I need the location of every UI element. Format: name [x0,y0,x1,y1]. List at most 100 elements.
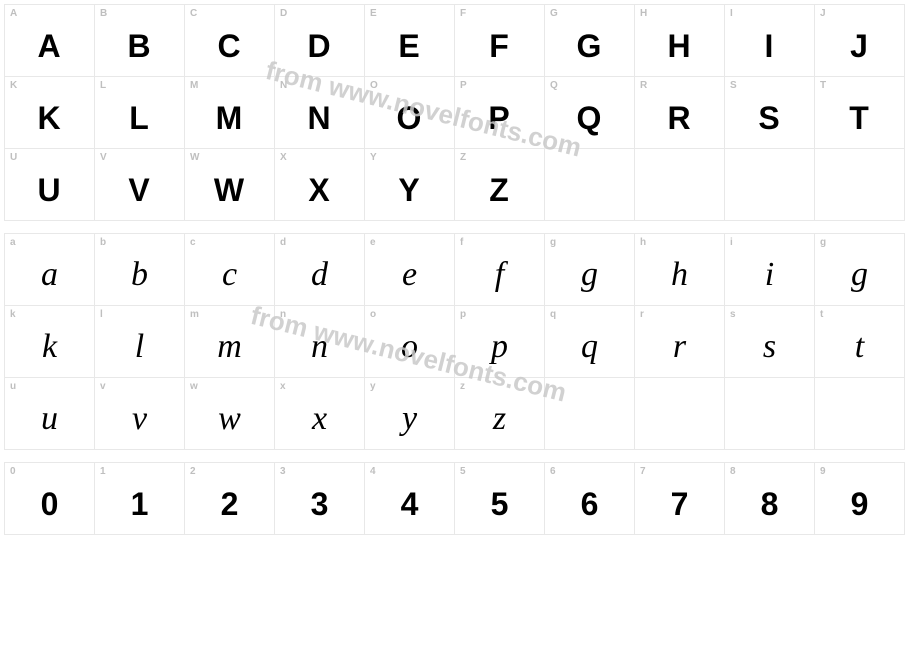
glyph-cell-char: e [402,248,417,292]
glyph-cell: OO [365,77,455,149]
section-uppercase: AABBCCDDEEFFGGHHIIJJKKLLMMNNOOPPQQRRSSTT… [4,4,907,221]
glyph-cell: HH [635,5,725,77]
glyph-cell: PP [455,77,545,149]
glyph-cell [545,378,635,450]
glyph-cell: gg [545,234,635,306]
glyph-cell-label: E [370,8,377,19]
glyph-cell-label: Q [550,80,558,91]
glyph-cell-char: 5 [491,478,509,520]
glyph-cell-char: E [398,20,420,62]
glyph-cell: LL [95,77,185,149]
glyph-cell-char: u [41,392,58,436]
glyph-cell-label: h [640,237,646,248]
glyph-cell [635,378,725,450]
glyph-cell-label: k [10,309,16,320]
glyph-cell-char: O [397,92,423,134]
glyph-cell-char: c [222,248,237,292]
glyph-cell: nn [275,306,365,378]
glyph-grid-digits: 00112233445566778899 [4,462,905,535]
glyph-cell-label: V [100,152,107,163]
glyph-cell: cc [185,234,275,306]
glyph-cell-char: i [765,248,774,292]
glyph-cell-char: U [37,164,61,206]
glyph-cell-char: l [135,320,144,364]
glyph-cell-char: 4 [401,478,419,520]
glyph-cell-label: 7 [640,466,646,477]
glyph-cell: UU [5,149,95,221]
glyph-cell: 88 [725,463,815,535]
glyph-cell-char: V [128,164,150,206]
glyph-cell [815,378,905,450]
glyph-cell [725,149,815,221]
glyph-cell-char: 2 [221,478,239,520]
glyph-cell: aa [5,234,95,306]
glyph-cell: EE [365,5,455,77]
glyph-cell-char: 1 [131,478,149,520]
glyph-cell-label: C [190,8,197,19]
glyph-cell-char: H [667,20,691,62]
glyph-cell: AA [5,5,95,77]
glyph-cell: MM [185,77,275,149]
glyph-cell: GG [545,5,635,77]
glyph-cell-label: s [730,309,736,320]
glyph-cell: 99 [815,463,905,535]
glyph-cell-label: A [10,8,17,19]
glyph-cell-char: T [849,92,870,134]
glyph-cell: qq [545,306,635,378]
glyph-cell: YY [365,149,455,221]
glyph-cell-label: z [460,381,465,392]
glyph-cell-label: N [280,80,287,91]
glyph-cell: WW [185,149,275,221]
glyph-cell-label: r [640,309,644,320]
glyph-cell: oo [365,306,455,378]
glyph-cell-char: G [577,20,603,62]
glyph-cell-label: P [460,80,467,91]
glyph-cell-char: 9 [851,478,869,520]
glyph-cell: 55 [455,463,545,535]
glyph-cell-label: l [100,309,103,320]
glyph-cell-char: 0 [41,478,59,520]
glyph-cell: KK [5,77,95,149]
glyph-cell-char: b [131,248,148,292]
glyph-cell-char: P [488,92,510,134]
glyph-cell-label: 4 [370,466,376,477]
glyph-cell-char: 3 [311,478,329,520]
glyph-cell-char: W [214,164,245,206]
glyph-cell-label: 5 [460,466,466,477]
glyph-cell-char: J [850,20,869,62]
glyph-cell-label: T [820,80,826,91]
glyph-cell-label: F [460,8,466,19]
glyph-cell-label: M [190,80,198,91]
glyph-cell-label: B [100,8,107,19]
glyph-cell-char: R [667,92,691,134]
glyph-cell: gg [815,234,905,306]
glyph-cell: NN [275,77,365,149]
glyph-cell-label: w [190,381,198,392]
glyph-cell: RR [635,77,725,149]
glyph-cell-char: n [311,320,328,364]
glyph-grid-lowercase: aabbccddeeffgghhiiggkkllmmnnooppqqrrsstt… [4,233,905,450]
glyph-cell-label: S [730,80,737,91]
glyph-cell-char: D [307,20,331,62]
glyph-cell-label: f [460,237,463,248]
font-character-map: AABBCCDDEEFFGGHHIIJJKKLLMMNNOOPPQQRRSSTT… [0,0,911,551]
glyph-cell-label: o [370,309,376,320]
glyph-cell-label: y [370,381,376,392]
glyph-cell: mm [185,306,275,378]
glyph-cell-label: W [190,152,199,163]
glyph-cell-label: Z [460,152,466,163]
glyph-cell-char: F [489,20,510,62]
glyph-cell: CC [185,5,275,77]
glyph-cell: ZZ [455,149,545,221]
glyph-cell-char: w [218,392,241,436]
glyph-cell [725,378,815,450]
glyph-cell [815,149,905,221]
glyph-cell-char: X [308,164,330,206]
glyph-cell: QQ [545,77,635,149]
glyph-cell [635,149,725,221]
glyph-cell: 22 [185,463,275,535]
glyph-cell: JJ [815,5,905,77]
glyph-cell-label: O [370,80,378,91]
glyph-cell-char: M [216,92,244,134]
glyph-grid-uppercase: AABBCCDDEEFFGGHHIIJJKKLLMMNNOOPPQQRRSSTT… [4,4,905,221]
